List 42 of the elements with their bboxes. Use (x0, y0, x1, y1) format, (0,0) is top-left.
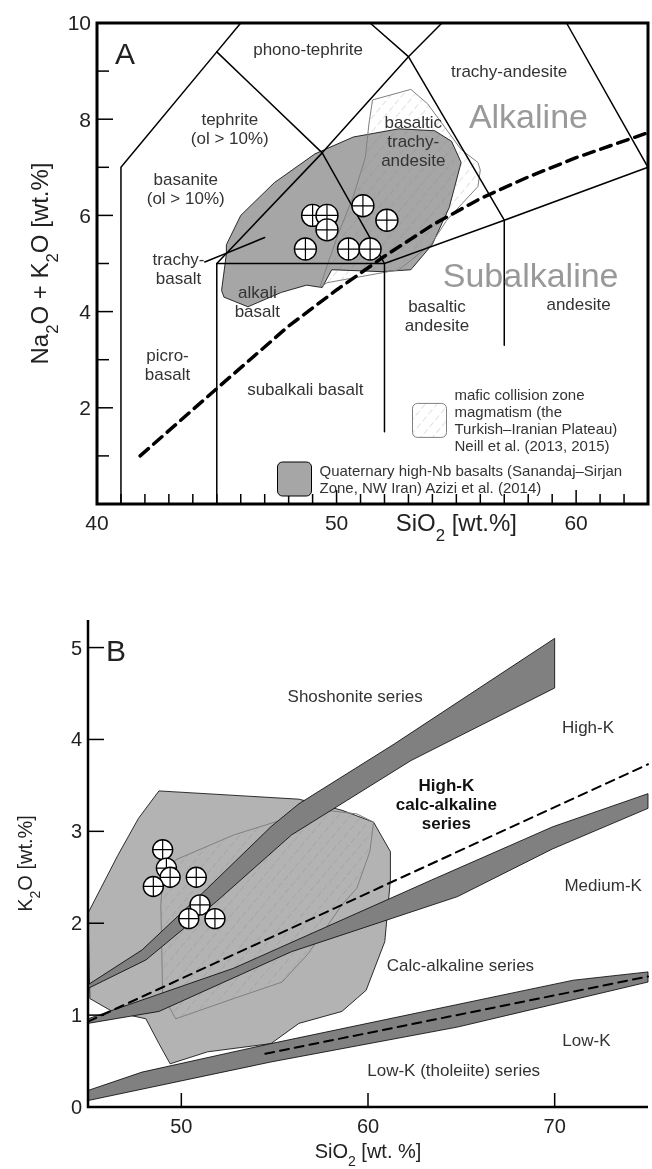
x-tick-label: 60 (356, 1115, 380, 1137)
y-tick-label: 5 (70, 636, 82, 659)
legend-label: Quaternary high-Nb basalts (Sanandaj–Sirjan Zone, NW Iran) Azizi et al. (2014) (319, 461, 623, 496)
chart-title: B (105, 633, 127, 667)
annotation: phono-tephrite (253, 40, 363, 60)
annotation: Calc-alkaline series (386, 956, 535, 976)
y-tick-label: 2 (70, 912, 82, 935)
chart-title: A (114, 36, 136, 70)
y-tick-label: 3 (70, 820, 82, 843)
annotation: Medium-K (564, 876, 643, 896)
x-tick-label: 50 (170, 1115, 193, 1137)
annotation: subalkali basalt (247, 379, 364, 399)
annotation: Shoshonite series (287, 687, 423, 707)
y-tick-label: 8 (79, 107, 91, 131)
annotation: trachy-andesite (451, 62, 568, 82)
annotation: tephrite (ol > 10%) (190, 110, 269, 149)
annotation: High-K calc-alkaline series (395, 775, 497, 833)
y-tick-label: 4 (79, 299, 92, 323)
y-tick-label: 2 (79, 396, 91, 420)
annotation: trachy- basalt (152, 249, 205, 288)
x-axis-title: SiO$_{2}$ [wt.%] (395, 509, 518, 545)
text: mafic collision zone magmatism (the Turkish–Iranian Plateau) Neill et al. (2013, 2015) (454, 386, 618, 454)
x-tick-label: 50 (324, 511, 349, 534)
y-tick-label: 6 (79, 203, 91, 227)
annotation: High-K (562, 717, 615, 737)
x-tick-label: 70 (543, 1115, 566, 1137)
x-tick-label: 40 (85, 511, 109, 534)
annotation: Low-K (562, 1030, 612, 1050)
y-tick-label: 10 (67, 11, 91, 35)
annotation: andesite (546, 294, 611, 314)
annotation: basanite (ol > 10%) (146, 170, 225, 209)
annotation: basaltic trachy- andesite (381, 112, 446, 170)
annotation: Alkaline (468, 97, 588, 136)
x-axis-title: SiO$_{2}$ [wt. %] (314, 1140, 422, 1169)
y-tick-label: 0 (70, 1096, 82, 1118)
x-tick-label: 60 (564, 511, 588, 534)
y-tick-label: 4 (70, 728, 82, 751)
annotation: basaltic andesite (404, 296, 470, 335)
annotation: Low-K (tholeiite) series (367, 1061, 541, 1081)
y-tick-label: 1 (70, 1004, 82, 1027)
annotation: alkali basalt (234, 283, 281, 322)
annotation: picro- basalt (144, 345, 191, 384)
